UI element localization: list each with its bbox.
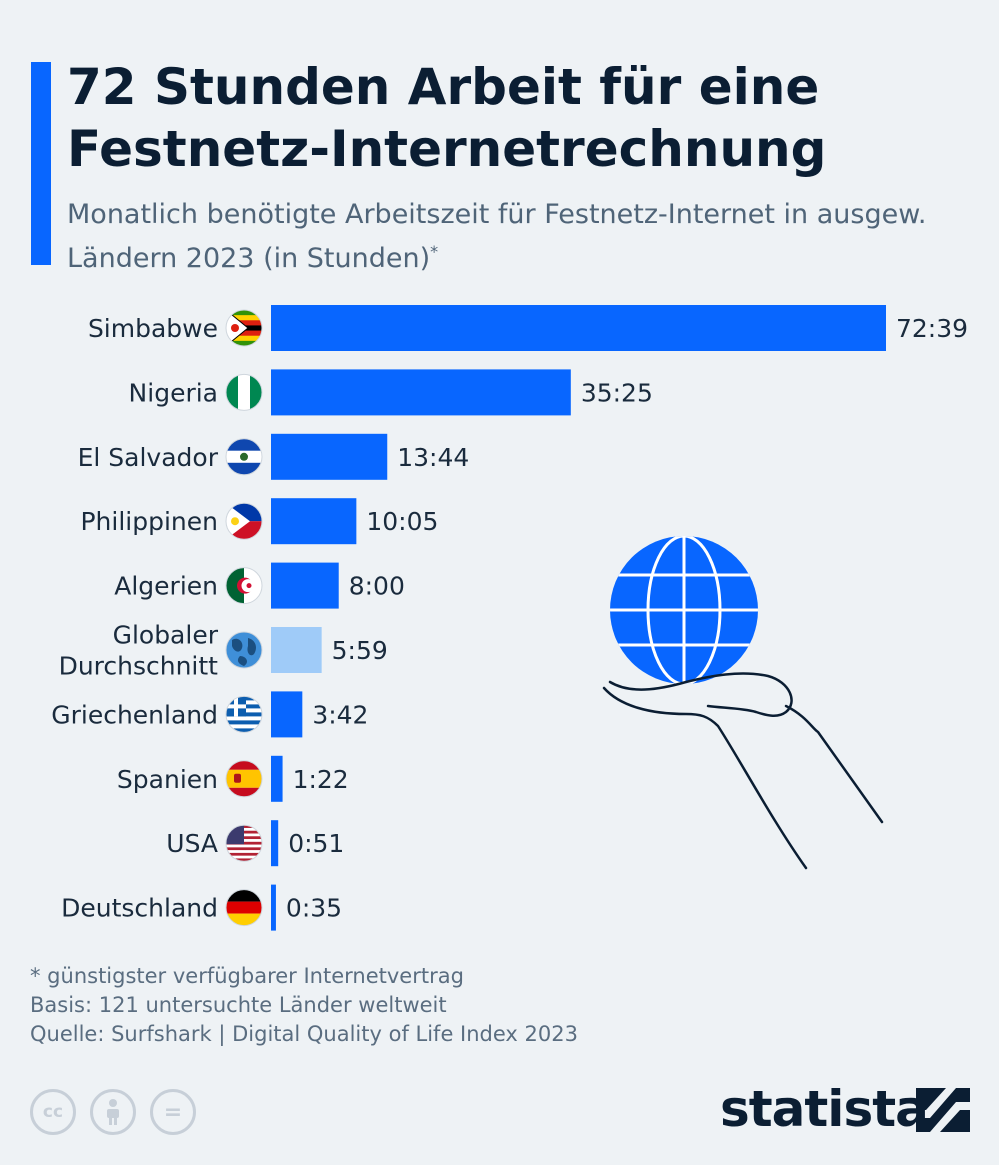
bar-simbabwe — [271, 305, 886, 351]
value-label: 35:25 — [581, 378, 653, 407]
bar-nigeria — [271, 369, 571, 416]
bar-deutschland — [271, 884, 276, 931]
bar-usa — [271, 820, 279, 867]
category-label: Durchschnitt — [59, 652, 219, 681]
category-label: Philippinen — [80, 507, 218, 536]
value-label: 0:35 — [286, 894, 342, 923]
globe-in-hand-illustration — [602, 536, 884, 870]
person-icon — [107, 1099, 119, 1125]
value-label: 10:05 — [366, 507, 438, 536]
value-label: 0:51 — [288, 829, 344, 858]
statista-mark-icon — [916, 1088, 970, 1132]
globe-icon — [225, 631, 263, 669]
category-label: El Salvador — [78, 443, 219, 472]
subtitle-text: Monatlich benötigte Arbeitszeit für Fest… — [67, 199, 927, 274]
zimbabwe-flag — [225, 309, 263, 347]
germany-flag — [225, 889, 263, 927]
page-subtitle: Monatlich benötigte Arbeitszeit für Fest… — [67, 196, 947, 277]
philippines-flag — [225, 502, 263, 540]
nigeria-flag — [225, 373, 263, 411]
category-label: Griechenland — [51, 700, 218, 729]
category-label: Algerien — [114, 572, 218, 601]
category-label: Simbabwe — [88, 314, 218, 343]
value-label: 13:44 — [397, 443, 469, 472]
bar-el-salvador — [271, 433, 388, 480]
value-label: 72:39 — [896, 314, 968, 343]
el-salvador-flag — [225, 438, 263, 476]
category-label: Nigeria — [129, 378, 218, 407]
usa-flag — [225, 824, 263, 862]
greece-flag — [225, 695, 263, 733]
nd-icon[interactable]: = — [150, 1089, 196, 1135]
brand-name: statista — [720, 1080, 929, 1138]
bar-chart: 72:39 Simbabwe 35:25 Nigeria 13:44 El Salvado… — [51, 305, 968, 931]
accent-bar — [31, 62, 51, 265]
value-label: 5:59 — [332, 636, 388, 665]
category-label: USA — [166, 829, 218, 858]
footnote-basis: Basis: 121 untersuchte Länder weltweit — [30, 993, 447, 1017]
spain-flag — [225, 760, 263, 798]
category-label: Deutschland — [61, 894, 218, 923]
bar-algerien — [271, 562, 339, 609]
bar-spanien — [271, 755, 283, 802]
category-label: Spanien — [117, 765, 218, 794]
by-icon[interactable] — [90, 1089, 136, 1135]
value-label: 1:22 — [293, 765, 349, 794]
category-label: Globaler — [113, 621, 219, 650]
license-icons: cc = — [30, 1089, 200, 1139]
bar-philippinen — [271, 498, 357, 545]
page-title: 72 Stunden Arbeit für eine Festnetz-Inte… — [67, 58, 827, 178]
bar-globaler-durchschnitt — [271, 627, 322, 673]
cc-icon[interactable]: cc — [30, 1089, 76, 1135]
footnote-note: * günstigster verfügbarer Internetvertra… — [30, 964, 464, 988]
algeria-flag — [225, 567, 263, 605]
bar-griechenland — [271, 691, 303, 738]
footnotes: * günstigster verfügbarer Internetvertra… — [30, 962, 930, 1049]
footnote-source: Quelle: Surfshark | Digital Quality of L… — [30, 1022, 578, 1046]
subtitle-footnote-mark: * — [430, 242, 439, 261]
value-label: 3:42 — [312, 700, 368, 729]
value-label: 8:00 — [349, 572, 405, 601]
